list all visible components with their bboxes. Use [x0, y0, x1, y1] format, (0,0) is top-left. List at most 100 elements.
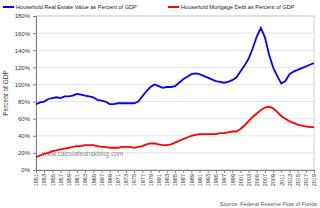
x-tick: 1977: [140, 170, 146, 186]
y-tick-mark: [33, 16, 36, 17]
x-tick: 2001: [238, 170, 244, 186]
y-tick-mark: [33, 33, 36, 34]
series-line: [36, 28, 314, 104]
chart: 0%20%40%60%80%100%120%140%160%180%195119…: [0, 0, 320, 208]
x-tick-label: 1959: [66, 174, 72, 186]
x-tick-label: 2013: [287, 174, 293, 186]
x-tick-label: 1955: [50, 174, 56, 186]
x-tick-mark: [200, 170, 201, 173]
x-tick: 1955: [50, 170, 56, 186]
grid-line: [36, 101, 314, 102]
y-tick-label: 80%: [18, 99, 31, 105]
y-tick-label: 180%: [15, 13, 31, 19]
x-tick-label: 1983: [164, 174, 170, 186]
legend-swatch: [168, 6, 179, 8]
x-tick-label: 2019: [311, 174, 317, 186]
x-tick: 2011: [279, 170, 285, 186]
x-tick-label: 1975: [131, 174, 137, 186]
y-tick-mark: [33, 67, 36, 68]
x-tick: 1961: [74, 170, 80, 186]
x-tick-label: 1951: [33, 174, 39, 186]
x-tick: 2015: [295, 170, 301, 186]
x-tick-mark: [69, 170, 70, 173]
x-tick: 1957: [58, 170, 64, 186]
y-axis-title: Percent of GDP: [2, 70, 9, 116]
source-note: Source: Federal Reserve Flow of Funds: [220, 201, 317, 207]
legend-swatch: [3, 6, 14, 8]
series-group: [36, 28, 314, 157]
x-tick-mark: [77, 170, 78, 173]
y-tick-label: 140%: [15, 48, 31, 54]
x-tick-label: 1981: [156, 174, 162, 186]
legend-label: Household Mortgage Debt as Percent of GD…: [181, 4, 295, 10]
x-tick: 2017: [303, 170, 309, 186]
x-tick-label: 1985: [172, 174, 178, 186]
x-tick-mark: [134, 170, 135, 173]
x-tick-label: 1953: [41, 174, 47, 186]
x-tick-mark: [36, 170, 37, 173]
x-tick-label: 1995: [213, 174, 219, 186]
x-tick-label: 2011: [279, 174, 285, 186]
x-tick: 1973: [123, 170, 129, 186]
plot: 0%20%40%60%80%100%120%140%160%180%195119…: [15, 13, 318, 186]
plot-frame: [36, 16, 314, 170]
x-tick-label: 1969: [107, 174, 113, 186]
x-tick-label: 1997: [221, 174, 227, 186]
x-tick-mark: [273, 170, 274, 173]
x-tick-mark: [101, 170, 102, 173]
x-tick-label: 1963: [82, 174, 88, 186]
x-tick-label: 2009: [270, 174, 276, 186]
y-tick: 140%: [15, 48, 36, 54]
legend: Household Real Estate Value as Percent o…: [3, 4, 295, 10]
y-tick-mark: [33, 153, 36, 154]
grid: [36, 16, 314, 170]
y-tick: 100%: [15, 82, 36, 88]
legend-label: Household Real Estate Value as Percent o…: [16, 4, 137, 10]
y-axis-line: [33, 17, 37, 171]
y-tick-label: 20%: [18, 150, 31, 156]
x-tick-label: 2017: [303, 174, 309, 186]
x-tick: 1997: [221, 170, 227, 186]
y-tick: 20%: [18, 150, 36, 156]
y-tick: 80%: [18, 99, 36, 105]
x-tick: 2003: [246, 170, 252, 186]
x-tick-mark: [150, 170, 151, 173]
x-tick-mark: [110, 170, 111, 173]
y-tick: 120%: [15, 65, 36, 71]
x-tick: 1985: [172, 170, 178, 186]
x-tick-mark: [208, 170, 209, 173]
x-tick-label: 2003: [246, 174, 252, 186]
x-tick: 1953: [41, 170, 47, 186]
x-tick-mark: [306, 170, 307, 173]
x-tick-mark: [224, 170, 225, 173]
x-tick-label: 1971: [115, 174, 121, 186]
x-tick-mark: [167, 170, 168, 173]
x-tick-mark: [191, 170, 192, 173]
x-tick: 1969: [107, 170, 113, 186]
x-tick-label: 1993: [205, 174, 211, 186]
x-tick-mark: [142, 170, 143, 173]
x-axis: 1951195319551957195919611963196519671969…: [33, 170, 317, 186]
grid-line: [36, 50, 314, 51]
x-tick-mark: [249, 170, 250, 173]
x-tick: 1993: [205, 170, 211, 186]
x-tick: 1999: [229, 170, 235, 186]
y-tick-mark: [33, 170, 36, 171]
x-tick: 1991: [197, 170, 203, 186]
x-tick-label: 1979: [148, 174, 154, 186]
grid-line: [36, 118, 314, 119]
x-tick: 1987: [180, 170, 186, 186]
x-tick-mark: [61, 170, 62, 173]
x-tick: 1965: [90, 170, 96, 186]
x-tick: 1989: [189, 170, 195, 186]
x-tick-label: 1973: [123, 174, 129, 186]
x-tick-mark: [240, 170, 241, 173]
x-tick: 1983: [164, 170, 170, 186]
y-tick-mark: [33, 136, 36, 137]
x-tick-mark: [175, 170, 176, 173]
x-tick-mark: [281, 170, 282, 173]
y-tick: 60%: [18, 116, 36, 122]
y-tick-mark: [33, 50, 36, 51]
x-tick-label: 1961: [74, 174, 80, 186]
grid-line: [36, 33, 314, 34]
